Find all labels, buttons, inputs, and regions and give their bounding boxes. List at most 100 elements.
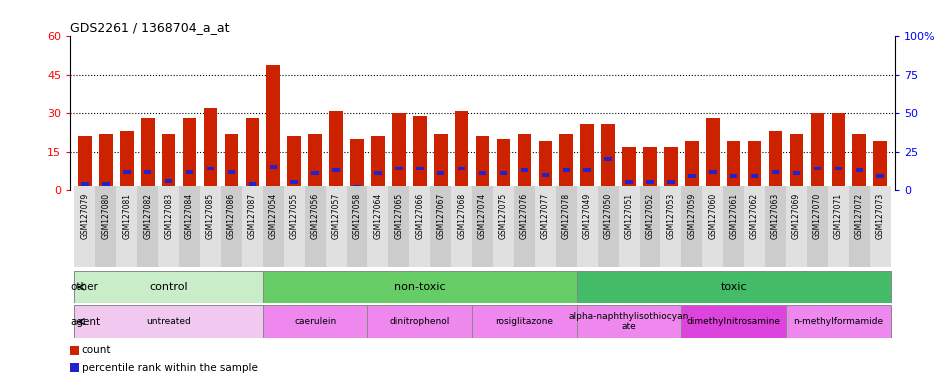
Bar xyxy=(834,167,841,170)
Bar xyxy=(514,186,534,267)
Text: GSM127074: GSM127074 xyxy=(477,193,487,239)
Bar xyxy=(430,186,450,267)
Bar xyxy=(771,170,779,174)
Text: GDS2261 / 1368704_a_at: GDS2261 / 1368704_a_at xyxy=(70,21,229,34)
Bar xyxy=(262,305,367,338)
Bar xyxy=(308,134,322,190)
Bar xyxy=(207,167,214,170)
Text: GSM127055: GSM127055 xyxy=(289,193,299,239)
Bar xyxy=(311,171,318,175)
Bar xyxy=(436,171,444,175)
Text: GSM127065: GSM127065 xyxy=(394,193,402,239)
Bar xyxy=(227,170,235,174)
Bar xyxy=(827,186,848,267)
Bar xyxy=(158,186,179,267)
Bar xyxy=(304,186,325,267)
Text: GSM127054: GSM127054 xyxy=(269,193,277,239)
Text: GSM127071: GSM127071 xyxy=(833,193,841,239)
Bar xyxy=(74,271,262,303)
Bar xyxy=(559,134,573,190)
Text: GSM127062: GSM127062 xyxy=(750,193,758,239)
Text: GSM127081: GSM127081 xyxy=(123,193,131,239)
Bar xyxy=(848,186,869,267)
Bar xyxy=(768,131,782,190)
Bar xyxy=(203,108,217,190)
Text: GSM127076: GSM127076 xyxy=(519,193,528,239)
Bar xyxy=(332,168,340,172)
Bar xyxy=(199,186,221,267)
Text: GSM127075: GSM127075 xyxy=(499,193,507,239)
Text: GSM127064: GSM127064 xyxy=(373,193,382,239)
Bar xyxy=(179,186,199,267)
Text: GSM127077: GSM127077 xyxy=(540,193,549,239)
Bar xyxy=(624,180,632,184)
Bar xyxy=(367,305,472,338)
Bar xyxy=(597,186,618,267)
Text: GSM127083: GSM127083 xyxy=(164,193,173,239)
Text: GSM127051: GSM127051 xyxy=(624,193,633,239)
Text: GSM127061: GSM127061 xyxy=(728,193,738,239)
Bar xyxy=(785,305,890,338)
Text: GSM127078: GSM127078 xyxy=(562,193,570,239)
Bar xyxy=(458,167,465,170)
Bar xyxy=(74,186,95,267)
Bar xyxy=(601,124,614,190)
Bar xyxy=(789,134,802,190)
Text: GSM127052: GSM127052 xyxy=(645,193,653,239)
Text: GSM127066: GSM127066 xyxy=(415,193,424,239)
Bar xyxy=(687,174,695,178)
Text: n-methylformamide: n-methylformamide xyxy=(793,317,883,326)
Bar xyxy=(680,186,702,267)
Bar xyxy=(666,180,674,184)
Bar xyxy=(371,136,385,190)
Bar xyxy=(702,186,723,267)
Text: percentile rank within the sample: percentile rank within the sample xyxy=(81,362,257,373)
Bar xyxy=(743,186,765,267)
Bar xyxy=(137,186,158,267)
Bar xyxy=(472,305,577,338)
Bar xyxy=(70,346,79,355)
Text: dinitrophenol: dinitrophenol xyxy=(389,317,449,326)
Bar xyxy=(517,134,531,190)
Text: GSM127082: GSM127082 xyxy=(143,193,152,239)
Bar xyxy=(852,134,865,190)
Text: GSM127069: GSM127069 xyxy=(791,193,800,239)
Text: non-toxic: non-toxic xyxy=(393,282,446,292)
Text: alpha-naphthylisothiocyan
ate: alpha-naphthylisothiocyan ate xyxy=(568,312,689,331)
Bar xyxy=(248,182,256,186)
Bar xyxy=(373,171,381,175)
Bar xyxy=(810,113,824,190)
Bar xyxy=(875,174,883,178)
Bar xyxy=(660,186,680,267)
Text: GSM127068: GSM127068 xyxy=(457,193,465,239)
Text: GSM127067: GSM127067 xyxy=(436,193,445,239)
Bar xyxy=(785,186,806,267)
Bar xyxy=(709,170,716,174)
Bar xyxy=(262,186,284,267)
Text: GSM127080: GSM127080 xyxy=(101,193,110,239)
Text: agent: agent xyxy=(70,316,101,327)
Text: GSM127087: GSM127087 xyxy=(248,193,256,239)
Text: GSM127050: GSM127050 xyxy=(603,193,612,239)
Bar xyxy=(329,111,343,190)
Text: GSM127056: GSM127056 xyxy=(311,193,319,239)
Bar xyxy=(872,141,886,190)
Bar xyxy=(74,305,262,338)
Text: GSM127070: GSM127070 xyxy=(812,193,821,239)
Bar xyxy=(388,186,409,267)
Bar xyxy=(855,168,862,172)
Bar xyxy=(290,180,298,184)
Bar xyxy=(241,186,262,267)
Bar xyxy=(492,186,514,267)
Bar xyxy=(646,180,653,184)
Text: GSM127053: GSM127053 xyxy=(665,193,675,239)
Bar xyxy=(534,186,555,267)
Bar xyxy=(475,136,489,190)
Bar xyxy=(266,65,280,190)
Text: control: control xyxy=(149,282,188,292)
Bar xyxy=(583,168,591,172)
Bar xyxy=(765,186,785,267)
Bar xyxy=(562,168,569,172)
Bar xyxy=(287,136,300,190)
Bar xyxy=(538,141,551,190)
